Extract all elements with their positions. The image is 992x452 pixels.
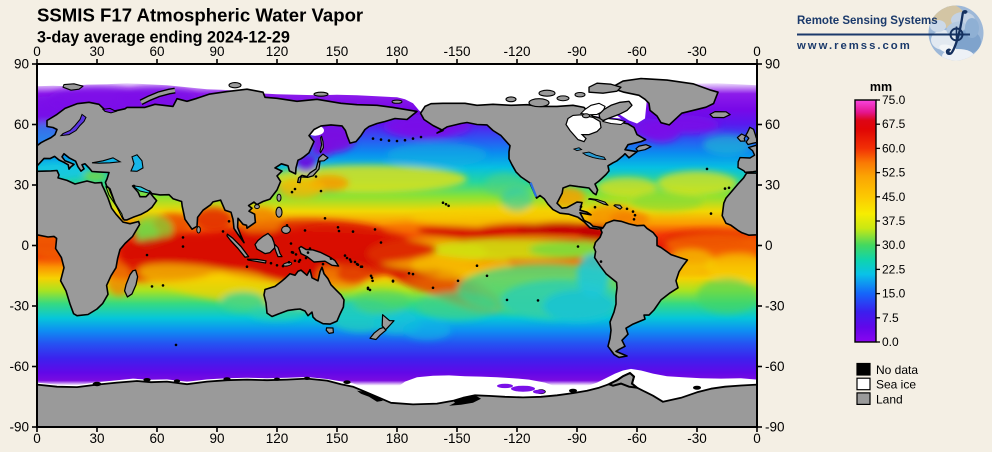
svg-text:-90: -90 xyxy=(567,44,587,59)
svg-text:180: 180 xyxy=(386,431,409,446)
svg-text:30.0: 30.0 xyxy=(882,238,906,252)
svg-text:120: 120 xyxy=(266,431,289,446)
svg-text:-120: -120 xyxy=(503,431,530,446)
svg-text:-30: -30 xyxy=(9,299,29,314)
svg-text:0: 0 xyxy=(33,44,41,59)
svg-text:150: 150 xyxy=(326,431,349,446)
svg-text:30: 30 xyxy=(14,178,29,193)
svg-text:-30: -30 xyxy=(765,299,785,314)
svg-text:45.0: 45.0 xyxy=(882,190,906,204)
svg-text:-90: -90 xyxy=(567,431,587,446)
svg-text:15.0: 15.0 xyxy=(882,287,906,301)
svg-text:30: 30 xyxy=(89,431,104,446)
svg-text:No data: No data xyxy=(876,363,918,377)
svg-text:30: 30 xyxy=(765,178,780,193)
svg-text:-60: -60 xyxy=(627,44,647,59)
svg-text:Sea ice: Sea ice xyxy=(876,378,916,392)
svg-text:mm: mm xyxy=(870,80,892,94)
svg-text:Land: Land xyxy=(876,392,903,406)
svg-text:52.5: 52.5 xyxy=(882,166,906,180)
svg-text:-60: -60 xyxy=(9,359,29,374)
svg-text:180: 180 xyxy=(386,44,409,59)
svg-text:22.5: 22.5 xyxy=(882,262,906,276)
svg-text:SSMIS F17 Atmospheric Water Va: SSMIS F17 Atmospheric Water Vapor xyxy=(37,5,363,26)
svg-text:90: 90 xyxy=(14,57,29,72)
svg-text:67.5: 67.5 xyxy=(882,117,906,131)
svg-text:-60: -60 xyxy=(765,359,785,374)
svg-text:30: 30 xyxy=(89,44,104,59)
svg-text:0: 0 xyxy=(33,431,41,446)
svg-text:0: 0 xyxy=(765,238,773,253)
svg-text:0: 0 xyxy=(753,44,761,59)
svg-text:0.0: 0.0 xyxy=(882,335,899,349)
svg-text:-150: -150 xyxy=(443,44,470,59)
svg-text:0: 0 xyxy=(753,431,761,446)
svg-text:-120: -120 xyxy=(503,44,530,59)
svg-text:120: 120 xyxy=(266,44,289,59)
svg-text:-30: -30 xyxy=(687,44,707,59)
svg-text:60: 60 xyxy=(149,431,164,446)
svg-text:90: 90 xyxy=(765,57,780,72)
svg-text:Remote Sensing Systems: Remote Sensing Systems xyxy=(797,15,938,27)
svg-text:60: 60 xyxy=(149,44,164,59)
svg-text:-90: -90 xyxy=(765,420,785,435)
svg-text:90: 90 xyxy=(209,431,224,446)
svg-text:www.remss.com: www.remss.com xyxy=(796,40,912,52)
svg-text:60: 60 xyxy=(14,117,29,132)
svg-text:-60: -60 xyxy=(627,431,647,446)
svg-text:3-day average ending 2024-12-2: 3-day average ending 2024-12-29 xyxy=(37,29,290,47)
svg-text:75.0: 75.0 xyxy=(882,93,906,107)
svg-text:37.5: 37.5 xyxy=(882,214,906,228)
svg-text:150: 150 xyxy=(326,44,349,59)
svg-text:-150: -150 xyxy=(443,431,470,446)
svg-text:-30: -30 xyxy=(687,431,707,446)
svg-text:0: 0 xyxy=(21,238,29,253)
svg-text:7.5: 7.5 xyxy=(882,311,899,325)
svg-text:-90: -90 xyxy=(9,420,29,435)
svg-text:60.0: 60.0 xyxy=(882,141,906,155)
svg-text:60: 60 xyxy=(765,117,780,132)
svg-text:90: 90 xyxy=(209,44,224,59)
